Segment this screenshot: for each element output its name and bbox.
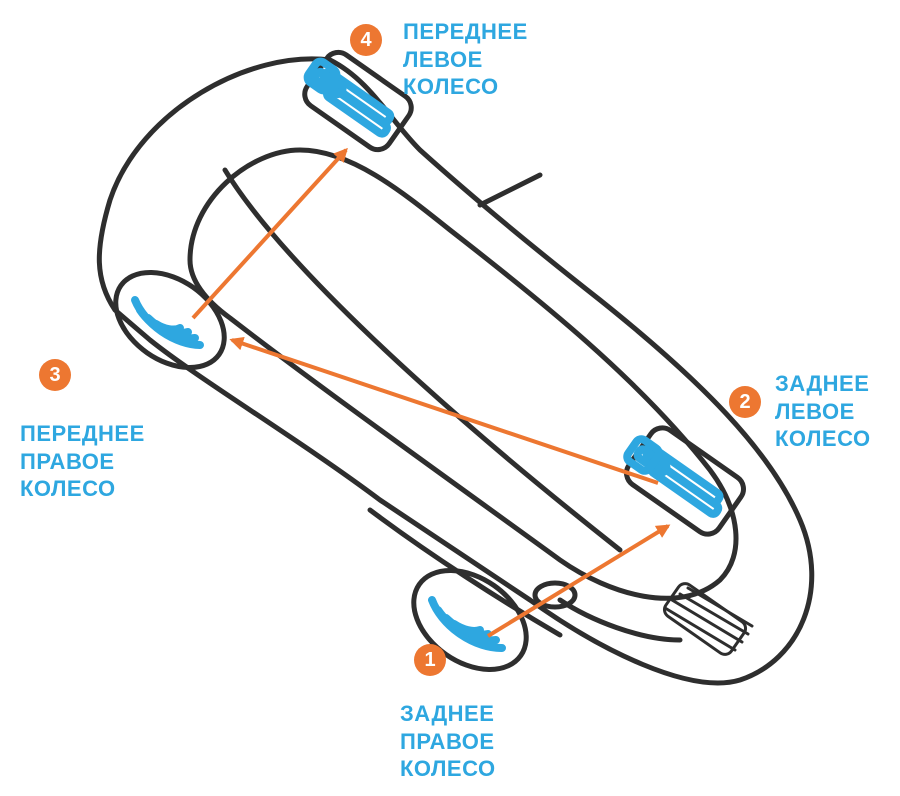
badge-2: 2 [729,386,761,418]
wheels-group [98,47,749,690]
car-outline [99,59,811,683]
wheel-rear-left [621,422,749,539]
badge-4: 4 [350,24,382,56]
wheel-front-right [98,253,242,387]
label-wheel-2: ЗАДНЕЕ ЛЕВОЕ КОЛЕСО [775,370,871,453]
wheel-front-left [299,47,416,155]
badge-3: 3 [39,359,71,391]
badge-1: 1 [414,644,446,676]
label-wheel-1: ЗАДНЕЕ ПРАВОЕ КОЛЕСО [400,700,496,783]
car-diagram-svg [0,0,900,796]
rotation-arrow [488,526,668,636]
label-wheel-4: ПЕРЕДНЕЕ ЛЕВОЕ КОЛЕСО [403,18,528,101]
label-wheel-3: ПЕРЕДНЕЕ ПРАВОЕ КОЛЕСО [20,420,145,503]
rotation-arrow [232,340,658,483]
diagram-stage: ЗАДНЕЕ ПРАВОЕ КОЛЕСО ЗАДНЕЕ ЛЕВОЕ КОЛЕСО… [0,0,900,796]
